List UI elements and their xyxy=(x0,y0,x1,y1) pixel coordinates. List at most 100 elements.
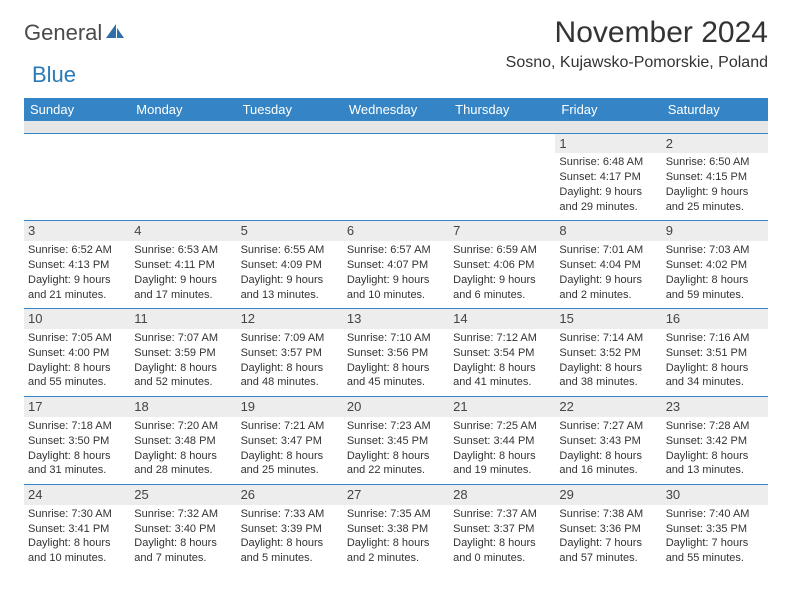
daylight-text: Daylight: 8 hours and 34 minutes. xyxy=(666,361,764,391)
sunset-text: Sunset: 3:47 PM xyxy=(241,434,339,449)
daylight-text: Daylight: 8 hours and 2 minutes. xyxy=(347,536,445,566)
location-text: Sosno, Kujawsko-Pomorskie, Poland xyxy=(506,54,768,72)
sunset-text: Sunset: 3:54 PM xyxy=(453,346,551,361)
daylight-text: Daylight: 9 hours and 17 minutes. xyxy=(134,273,232,303)
weekday-header: Friday xyxy=(555,98,661,121)
day-number: 8 xyxy=(555,221,661,241)
daylight-text: Daylight: 8 hours and 25 minutes. xyxy=(241,449,339,479)
day-number: 20 xyxy=(343,397,449,417)
daylight-text: Daylight: 8 hours and 38 minutes. xyxy=(559,361,657,391)
daylight-text: Daylight: 8 hours and 0 minutes. xyxy=(453,536,551,566)
month-title: November 2024 xyxy=(506,16,768,50)
day-cell: 23Sunrise: 7:28 AMSunset: 3:42 PMDayligh… xyxy=(662,397,768,485)
daylight-text: Daylight: 8 hours and 31 minutes. xyxy=(28,449,126,479)
day-number: 24 xyxy=(24,485,130,505)
daylight-text: Daylight: 9 hours and 25 minutes. xyxy=(666,185,764,215)
day-cell xyxy=(237,133,343,221)
week-row: 24Sunrise: 7:30 AMSunset: 3:41 PMDayligh… xyxy=(24,485,768,572)
day-number: 16 xyxy=(662,309,768,329)
sunrise-text: Sunrise: 7:32 AM xyxy=(134,507,232,522)
sunrise-text: Sunrise: 7:09 AM xyxy=(241,331,339,346)
sunset-text: Sunset: 3:40 PM xyxy=(134,522,232,537)
day-number: 13 xyxy=(343,309,449,329)
sunset-text: Sunset: 3:35 PM xyxy=(666,522,764,537)
day-cell: 18Sunrise: 7:20 AMSunset: 3:48 PMDayligh… xyxy=(130,397,236,485)
sunset-text: Sunset: 3:37 PM xyxy=(453,522,551,537)
day-number: 6 xyxy=(343,221,449,241)
daylight-text: Daylight: 9 hours and 29 minutes. xyxy=(559,185,657,215)
sunrise-text: Sunrise: 7:16 AM xyxy=(666,331,764,346)
sunrise-text: Sunrise: 7:05 AM xyxy=(28,331,126,346)
sunrise-text: Sunrise: 7:07 AM xyxy=(134,331,232,346)
day-cell xyxy=(343,133,449,221)
sunset-text: Sunset: 4:06 PM xyxy=(453,258,551,273)
sunset-text: Sunset: 3:52 PM xyxy=(559,346,657,361)
day-cell: 20Sunrise: 7:23 AMSunset: 3:45 PMDayligh… xyxy=(343,397,449,485)
week-row: 3Sunrise: 6:52 AMSunset: 4:13 PMDaylight… xyxy=(24,221,768,309)
sunrise-text: Sunrise: 7:40 AM xyxy=(666,507,764,522)
week-row: 17Sunrise: 7:18 AMSunset: 3:50 PMDayligh… xyxy=(24,397,768,485)
day-cell: 30Sunrise: 7:40 AMSunset: 3:35 PMDayligh… xyxy=(662,485,768,572)
day-cell: 16Sunrise: 7:16 AMSunset: 3:51 PMDayligh… xyxy=(662,309,768,397)
sunrise-text: Sunrise: 6:55 AM xyxy=(241,243,339,258)
day-number: 15 xyxy=(555,309,661,329)
sunrise-text: Sunrise: 6:48 AM xyxy=(559,155,657,170)
daylight-text: Daylight: 7 hours and 55 minutes. xyxy=(666,536,764,566)
day-number: 28 xyxy=(449,485,555,505)
sunrise-text: Sunrise: 7:33 AM xyxy=(241,507,339,522)
sunrise-text: Sunrise: 6:50 AM xyxy=(666,155,764,170)
day-number: 26 xyxy=(237,485,343,505)
daylight-text: Daylight: 9 hours and 10 minutes. xyxy=(347,273,445,303)
daylight-text: Daylight: 9 hours and 21 minutes. xyxy=(28,273,126,303)
daylight-text: Daylight: 8 hours and 16 minutes. xyxy=(559,449,657,479)
day-number: 9 xyxy=(662,221,768,241)
day-cell: 9Sunrise: 7:03 AMSunset: 4:02 PMDaylight… xyxy=(662,221,768,309)
day-cell xyxy=(24,133,130,221)
sunset-text: Sunset: 4:09 PM xyxy=(241,258,339,273)
sunrise-text: Sunrise: 7:25 AM xyxy=(453,419,551,434)
sunset-text: Sunset: 4:17 PM xyxy=(559,170,657,185)
day-cell: 2Sunrise: 6:50 AMSunset: 4:15 PMDaylight… xyxy=(662,133,768,221)
daylight-text: Daylight: 8 hours and 5 minutes. xyxy=(241,536,339,566)
weekday-header: Thursday xyxy=(449,98,555,121)
daylight-text: Daylight: 8 hours and 41 minutes. xyxy=(453,361,551,391)
sunset-text: Sunset: 3:48 PM xyxy=(134,434,232,449)
sunset-text: Sunset: 3:50 PM xyxy=(28,434,126,449)
day-cell: 29Sunrise: 7:38 AMSunset: 3:36 PMDayligh… xyxy=(555,485,661,572)
brand-word-1: General xyxy=(24,20,102,46)
sunrise-text: Sunrise: 7:01 AM xyxy=(559,243,657,258)
day-cell: 12Sunrise: 7:09 AMSunset: 3:57 PMDayligh… xyxy=(237,309,343,397)
sunset-text: Sunset: 3:45 PM xyxy=(347,434,445,449)
day-number: 27 xyxy=(343,485,449,505)
sunset-text: Sunset: 4:00 PM xyxy=(28,346,126,361)
sunset-text: Sunset: 4:11 PM xyxy=(134,258,232,273)
sunset-text: Sunset: 3:36 PM xyxy=(559,522,657,537)
daylight-text: Daylight: 8 hours and 10 minutes. xyxy=(28,536,126,566)
calendar-table: Sunday Monday Tuesday Wednesday Thursday… xyxy=(24,98,768,572)
day-cell: 10Sunrise: 7:05 AMSunset: 4:00 PMDayligh… xyxy=(24,309,130,397)
sunset-text: Sunset: 3:38 PM xyxy=(347,522,445,537)
day-cell: 19Sunrise: 7:21 AMSunset: 3:47 PMDayligh… xyxy=(237,397,343,485)
sunset-text: Sunset: 3:57 PM xyxy=(241,346,339,361)
daylight-text: Daylight: 8 hours and 59 minutes. xyxy=(666,273,764,303)
day-number: 5 xyxy=(237,221,343,241)
day-cell: 25 Sunrise: 7:32 AMSunset: 3:40 PMDayligh… xyxy=(130,485,236,572)
day-number: 25 xyxy=(130,485,236,505)
daylight-text: Daylight: 8 hours and 22 minutes. xyxy=(347,449,445,479)
day-number: 10 xyxy=(24,309,130,329)
calendar-page: General November 2024 Sosno, Kujawsko-Po… xyxy=(0,0,792,588)
day-cell: 13Sunrise: 7:10 AMSunset: 3:56 PMDayligh… xyxy=(343,309,449,397)
sunset-text: Sunset: 4:04 PM xyxy=(559,258,657,273)
day-cell: 22Sunrise: 7:27 AMSunset: 3:43 PMDayligh… xyxy=(555,397,661,485)
daylight-text: Daylight: 7 hours and 57 minutes. xyxy=(559,536,657,566)
sunrise-text: Sunrise: 7:03 AM xyxy=(666,243,764,258)
sunset-text: Sunset: 3:39 PM xyxy=(241,522,339,537)
sunrise-text: Sunrise: 7:18 AM xyxy=(28,419,126,434)
day-cell: 28Sunrise: 7:37 AMSunset: 3:37 PMDayligh… xyxy=(449,485,555,572)
day-number: 22 xyxy=(555,397,661,417)
day-cell: 6Sunrise: 6:57 AMSunset: 4:07 PMDaylight… xyxy=(343,221,449,309)
sunrise-text: Sunrise: 7:35 AM xyxy=(347,507,445,522)
daylight-text: Daylight: 8 hours and 7 minutes. xyxy=(134,536,232,566)
day-number: 4 xyxy=(130,221,236,241)
spacer-row xyxy=(24,121,768,133)
